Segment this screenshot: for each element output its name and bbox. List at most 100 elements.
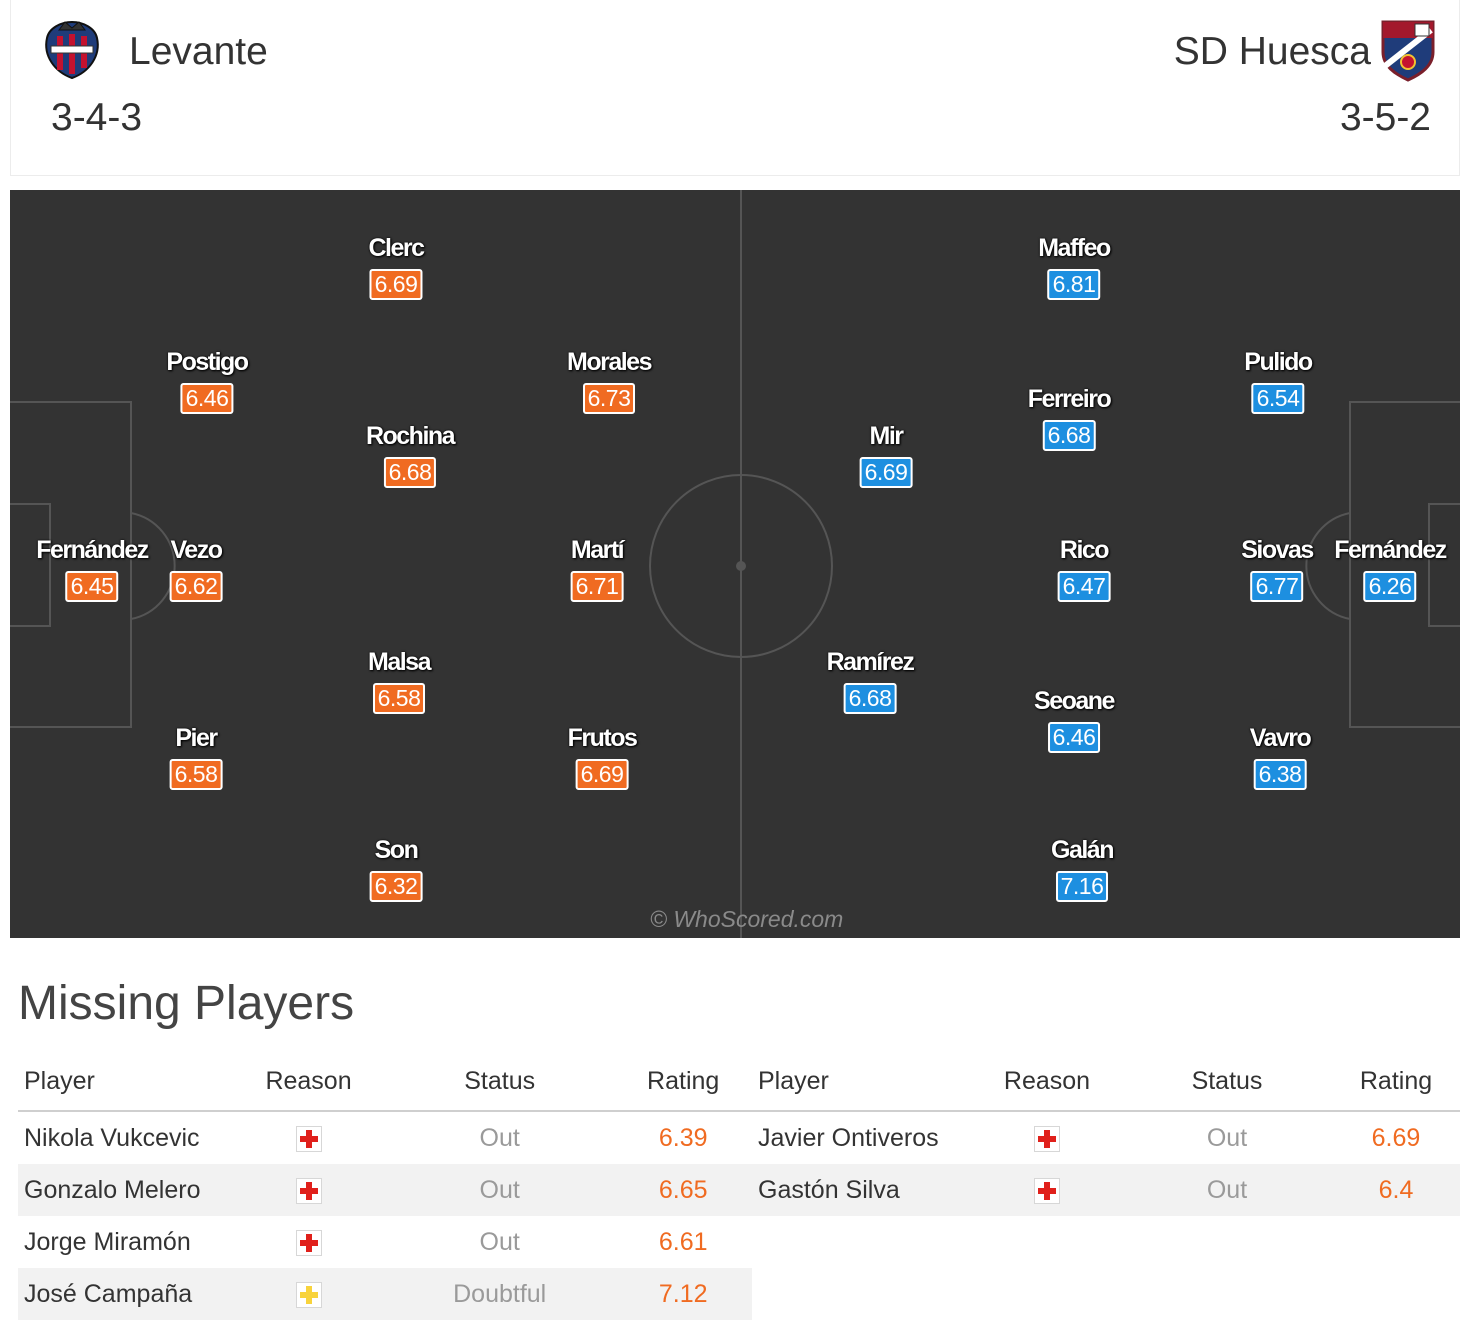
player-name: Maffeo — [1038, 234, 1111, 262]
missing-status: Out — [1122, 1164, 1332, 1216]
home-player-rochina[interactable]: Rochina 6.68 — [365, 422, 456, 488]
missing-player-name[interactable]: Javier Ontiveros — [758, 1123, 939, 1152]
levante-crest-icon[interactable] — [39, 16, 105, 82]
away-formation: 3-5-2 — [1339, 96, 1431, 139]
home-player-son[interactable]: Son 6.32 — [369, 836, 423, 902]
col-rating[interactable]: Rating — [1332, 1052, 1460, 1112]
player-rating: 6.45 — [65, 571, 119, 602]
away-player-seoane[interactable]: Seoane 6.46 — [1034, 687, 1115, 753]
home-player-vezo[interactable]: Vezo 6.62 — [169, 536, 223, 602]
player-rating: 6.73 — [582, 383, 636, 414]
pitch-markings — [10, 190, 1460, 938]
doubtful-icon — [295, 1281, 322, 1308]
missing-player-name[interactable]: Jorge Miramón — [24, 1227, 191, 1256]
player-rating: 6.54 — [1251, 383, 1305, 414]
missing-rating: 6.65 — [614, 1164, 752, 1216]
player-name: Rochina — [365, 422, 456, 450]
player-name: Ferreiro — [1027, 385, 1112, 413]
player-name: Siovas — [1241, 536, 1314, 564]
player-name: Clerc — [368, 234, 425, 262]
away-player-ferreiro[interactable]: Ferreiro 6.68 — [1027, 385, 1112, 451]
away-team-name[interactable]: SD Huesca — [1173, 30, 1371, 73]
away-player-maffeo[interactable]: Maffeo 6.81 — [1038, 234, 1111, 300]
home-player-pier[interactable]: Pier 6.58 — [169, 724, 223, 790]
table-row: Jorge Miramón Out 6.61 — [18, 1216, 752, 1268]
player-name: Fernández — [1334, 536, 1447, 564]
home-player-frutos[interactable]: Frutos 6.69 — [568, 724, 638, 790]
player-name: Fernández — [36, 536, 149, 564]
player-rating: 6.47 — [1057, 571, 1111, 602]
col-player[interactable]: Player — [752, 1052, 972, 1112]
away-player-rico[interactable]: Rico 6.47 — [1057, 536, 1111, 602]
home-player-marti[interactable]: Martí 6.71 — [570, 536, 625, 602]
home-player-fernandez[interactable]: Fernández 6.45 — [36, 536, 149, 602]
player-rating: 6.81 — [1047, 269, 1101, 300]
missing-rating: 7.12 — [614, 1268, 752, 1320]
player-rating: 6.26 — [1363, 571, 1417, 602]
table-row: José Campaña Doubtful 7.12 — [18, 1268, 752, 1320]
player-rating: 6.68 — [843, 683, 897, 714]
away-player-siovas[interactable]: Siovas 6.77 — [1241, 536, 1314, 602]
player-rating: 6.68 — [1042, 420, 1096, 451]
home-player-malsa[interactable]: Malsa 6.58 — [368, 648, 431, 714]
injury-icon — [295, 1229, 322, 1256]
missing-player-name[interactable]: José Campaña — [18, 1268, 233, 1320]
missing-player-name[interactable]: Gonzalo Melero — [18, 1164, 233, 1216]
missing-players-title: Missing Players — [18, 977, 355, 1030]
missing-rating: 6.39 — [658, 1123, 708, 1152]
missing-player-name[interactable]: Gastón Silva — [752, 1164, 972, 1216]
missing-rating: 6.69 — [1371, 1123, 1421, 1152]
injury-icon — [295, 1177, 322, 1204]
missing-rating: 6.4 — [1332, 1164, 1460, 1216]
missing-player-name[interactable]: Nikola Vukcevic — [24, 1123, 200, 1152]
player-name: Son — [374, 836, 419, 864]
home-formation: 3-4-3 — [51, 96, 143, 139]
away-player-galan[interactable]: Galán 7.16 — [1051, 836, 1114, 902]
player-rating: 6.32 — [369, 871, 423, 902]
col-reason[interactable]: Reason — [232, 1052, 385, 1112]
table-row: Javier Ontiveros Out 6.69 — [752, 1111, 1460, 1164]
away-player-mir[interactable]: Mir 6.69 — [859, 422, 913, 488]
player-rating: 6.69 — [575, 759, 629, 790]
home-player-morales[interactable]: Morales 6.73 — [567, 348, 652, 414]
player-name: Rico — [1059, 536, 1110, 564]
player-name: Postigo — [166, 348, 249, 376]
player-rating: 7.16 — [1055, 871, 1109, 902]
missing-status: Out — [479, 1227, 520, 1256]
player-name: Morales — [567, 348, 652, 376]
col-status[interactable]: Status — [1122, 1052, 1332, 1112]
col-status[interactable]: Status — [384, 1052, 615, 1112]
away-player-vavro[interactable]: Vavro 6.38 — [1249, 724, 1312, 790]
away-player-ramirez[interactable]: Ramírez 6.68 — [826, 648, 915, 714]
col-player[interactable]: Player — [18, 1052, 233, 1112]
table-row: Gastón Silva Out 6.4 — [752, 1164, 1460, 1216]
player-name: Ramírez — [826, 648, 915, 676]
player-rating: 6.46 — [1047, 722, 1101, 753]
home-player-clerc[interactable]: Clerc 6.69 — [368, 234, 425, 300]
missing-status: Out — [479, 1123, 520, 1152]
missing-rating: 6.61 — [658, 1227, 708, 1256]
missing-status: Out — [384, 1164, 615, 1216]
col-rating[interactable]: Rating — [614, 1052, 752, 1112]
home-missing-table: Player Reason Status Rating Nikola Vukce… — [18, 1052, 752, 1320]
missing-status: Doubtful — [384, 1268, 615, 1320]
watermark: © WhoScored.com — [650, 906, 844, 932]
col-reason[interactable]: Reason — [972, 1052, 1122, 1112]
huesca-crest-icon[interactable] — [1375, 16, 1441, 82]
player-rating: 6.46 — [180, 383, 234, 414]
player-rating: 6.68 — [383, 457, 437, 488]
player-rating: 6.38 — [1253, 759, 1307, 790]
match-header: Levante 3-4-3 SD Huesca 3-5-2 — [10, 0, 1460, 176]
injury-icon — [1034, 1125, 1060, 1152]
player-name: Vavro — [1249, 724, 1312, 752]
player-rating: 6.58 — [169, 759, 223, 790]
missing-status: Out — [1206, 1123, 1248, 1152]
home-player-postigo[interactable]: Postigo 6.46 — [166, 348, 249, 414]
away-player-fernandez[interactable]: Fernández 6.26 — [1334, 536, 1447, 602]
injury-icon — [295, 1125, 322, 1152]
player-name: Martí — [570, 536, 625, 564]
away-player-pulido[interactable]: Pulido 6.54 — [1244, 348, 1313, 414]
player-name: Pier — [175, 724, 218, 752]
home-team-name[interactable]: Levante — [129, 30, 268, 73]
injury-icon — [1034, 1177, 1060, 1204]
